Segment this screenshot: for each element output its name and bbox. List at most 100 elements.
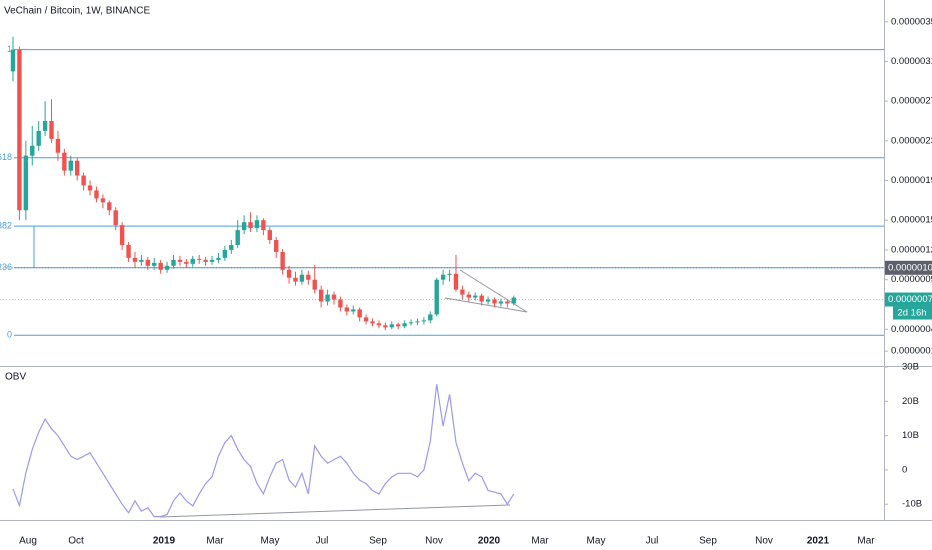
candle-body	[171, 259, 176, 266]
candle-body	[75, 160, 80, 176]
fib-label: 0	[7, 330, 12, 340]
candle-body	[402, 323, 407, 327]
candle-body	[473, 295, 478, 298]
candle-body	[396, 324, 401, 327]
candle-body	[36, 130, 41, 146]
candle-body	[492, 299, 497, 304]
candle-body	[209, 259, 215, 262]
candle-body	[126, 244, 131, 258]
candle-body	[325, 294, 330, 302]
fib-label: 382	[0, 221, 12, 231]
candle-body	[87, 185, 93, 191]
x-tick-label: Nov	[755, 536, 773, 547]
x-tick-label: 2021	[807, 536, 830, 547]
candle-body	[94, 190, 99, 199]
x-tick-label: 2019	[153, 536, 176, 547]
y-tick-label: 0.00000018	[891, 346, 932, 357]
candle-body	[196, 258, 202, 260]
candle-body	[267, 230, 272, 241]
x-tick-label: Oct	[68, 536, 84, 547]
candle-body	[261, 220, 266, 231]
y-tick-label: 0.00000350	[891, 16, 932, 27]
countdown: 2d 16h	[897, 308, 926, 319]
candle-body	[23, 155, 29, 211]
candle-body	[485, 299, 491, 302]
trendline	[444, 297, 528, 313]
candle-body	[338, 299, 343, 308]
candle-body	[389, 324, 394, 328]
candle-body	[274, 240, 279, 252]
candle-body	[511, 297, 516, 304]
candle-body	[363, 317, 369, 322]
y-tick-label: 0.00000270	[891, 96, 932, 107]
y-tick-label: 0.00000090	[891, 274, 932, 285]
y-tick-label: 0.00000310	[891, 56, 932, 67]
candle-body	[460, 289, 465, 295]
candle-body	[62, 152, 67, 171]
candle-body	[55, 138, 61, 153]
candle-body	[145, 259, 151, 266]
y-tick-label: 30B	[902, 362, 919, 373]
candle-body	[119, 225, 125, 245]
candle-body	[293, 277, 298, 282]
candle-body	[351, 309, 356, 312]
fib-label: 1	[7, 44, 12, 54]
candle-body	[81, 175, 86, 186]
x-tick-label: Jul	[646, 536, 659, 547]
candle-body	[357, 309, 362, 318]
candle-body	[158, 262, 163, 270]
candle-body	[498, 301, 504, 304]
x-tick-label: May	[261, 536, 280, 547]
y-tick-label: 0.00000120	[891, 244, 932, 255]
candle-body	[447, 273, 452, 275]
candle-body	[248, 222, 253, 229]
fib-label: 236	[0, 262, 12, 272]
candle-body	[370, 321, 375, 324]
candle-body	[235, 230, 240, 245]
x-tick-label: May	[587, 536, 606, 547]
price-tag-label: 0.00000102	[888, 262, 932, 273]
candle-body	[306, 274, 311, 280]
candle-body	[164, 265, 170, 270]
trendline	[459, 269, 528, 313]
candle-body	[190, 258, 195, 264]
candle-body	[177, 259, 183, 262]
y-tick-label: 20B	[902, 396, 919, 407]
chart-title: VeChain / Bitcoin, 1W, BINANCE	[4, 6, 151, 17]
candle-body	[254, 220, 260, 229]
candle-body	[299, 274, 305, 282]
candle-body	[453, 273, 459, 290]
x-tick-label: 2020	[478, 536, 501, 547]
candle-body	[421, 320, 427, 322]
candle-body	[100, 198, 106, 203]
x-tick-label: Jul	[316, 536, 329, 547]
price-tag	[885, 260, 932, 275]
x-tick-label: Aug	[19, 536, 37, 547]
candle-body	[132, 257, 138, 262]
y-tick-label: 10B	[902, 430, 919, 441]
x-tick-label: Sep	[699, 536, 717, 547]
candle-body	[139, 259, 144, 262]
candle-body	[505, 301, 510, 304]
candle-body	[241, 222, 247, 231]
obv-trendline	[159, 504, 511, 518]
candle-body	[184, 261, 189, 264]
candle-body	[216, 257, 221, 260]
y-tick-label: 0.00000230	[891, 135, 932, 146]
y-tick-label: 0	[902, 464, 907, 475]
drawings	[33, 226, 528, 518]
candle-body	[280, 251, 285, 270]
candle-body	[428, 314, 433, 321]
indicator-title: OBV	[5, 372, 26, 383]
candle-body	[479, 295, 484, 302]
candle-body	[107, 202, 112, 211]
countdown-tag	[893, 306, 932, 320]
x-tick-label: Mar	[857, 536, 875, 547]
candle-body	[440, 274, 446, 280]
candle-body	[229, 244, 234, 250]
fib-label: 618	[0, 152, 12, 162]
x-tick-label: Mar	[206, 536, 224, 547]
candle-body	[203, 259, 208, 262]
